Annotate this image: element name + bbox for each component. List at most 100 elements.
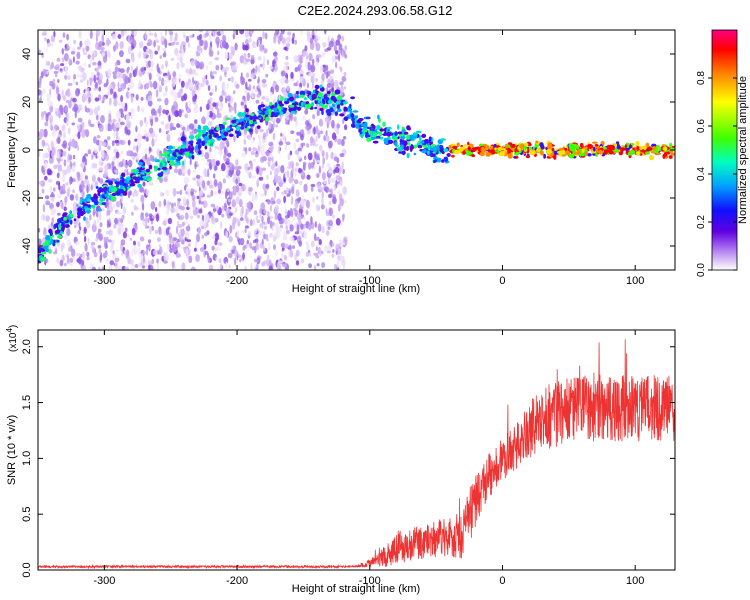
noise-cell [273,232,279,238]
noise-cell [232,90,236,95]
noise-cell [106,136,111,141]
noise-cell [57,93,61,102]
noise-cell [123,169,127,174]
noise-cell [323,245,328,253]
noise-cell [169,243,172,249]
track-cell [394,141,398,147]
track-cell [69,210,73,215]
noise-cell [89,30,93,39]
noise-cell [326,83,332,88]
noise-cell [275,226,280,233]
noise-cell [243,134,248,139]
noise-cell [138,262,144,267]
noise-cell [127,139,131,146]
track-cell [184,148,190,152]
noise-cell [114,257,120,262]
noise-cell [62,183,66,193]
noise-cell [113,224,117,229]
track-cell [670,152,675,156]
noise-cell [238,188,243,195]
noise-cell [209,97,213,103]
noise-cell [339,197,344,207]
noise-cell [237,165,242,170]
track-cell [663,152,668,157]
noise-cell [134,264,139,268]
noise-cell [117,101,122,107]
noise-cell [294,209,298,217]
track-cell [358,124,362,128]
noise-cell [86,91,92,100]
track-cell [397,131,403,135]
noise-cell [154,32,158,38]
noise-cell [239,55,244,64]
track-cell [159,162,163,167]
noise-cell [133,206,139,211]
noise-cell [292,32,295,39]
noise-cell [128,34,131,43]
noise-cell [295,120,298,127]
noise-cell [295,249,300,257]
track-cell [584,151,588,157]
noise-cell [113,98,118,107]
noise-cell [272,120,275,129]
track-cell [669,142,673,148]
noise-cell [231,249,235,254]
noise-cell [190,188,195,193]
noise-cell [44,37,47,41]
noise-cell [310,64,316,73]
track-cell [131,169,137,172]
noise-cell [338,204,341,212]
track-cell [93,200,99,206]
y-tick-label: 1.0 [21,451,33,466]
noise-cell [132,145,138,151]
track-cell [54,229,61,234]
noise-cell [133,240,136,246]
noise-cell [88,97,91,103]
noise-cell [126,168,129,176]
track-cell [463,144,468,147]
noise-cell [321,172,326,181]
noise-cell [200,47,203,53]
noise-cell [179,56,183,64]
noise-cell [280,70,286,77]
noise-cell [289,250,294,258]
noise-cell [112,119,117,123]
noise-cell [256,179,260,188]
noise-cell [103,83,108,88]
noise-cell [117,221,123,229]
track-cell [61,223,65,227]
noise-cell [274,62,278,72]
noise-cell [299,54,303,62]
noise-cell [184,185,187,191]
noise-cell [248,186,253,192]
noise-cell [194,119,198,124]
noise-cell [331,253,335,258]
noise-cell [283,177,286,183]
track-cell [189,148,194,152]
noise-cell [303,51,308,56]
noise-cell [127,159,133,168]
noise-cell [185,81,189,90]
noise-cell [213,173,216,179]
noise-cell [116,59,121,66]
noise-cell [139,253,144,261]
noise-cell [149,226,152,235]
noise-cell [126,150,132,157]
noise-cell [48,185,53,194]
track-cell [221,138,226,141]
noise-cell [51,42,54,47]
noise-cell [271,225,274,231]
track-cell [99,201,103,206]
noise-cell [162,91,168,97]
track-cell [344,107,348,112]
noise-cell [44,195,50,200]
noise-cell [201,180,206,189]
noise-cell [166,208,170,216]
noise-cell [285,65,288,71]
track-cell [159,160,164,164]
noise-cell [119,121,125,126]
track-cell [587,153,592,157]
noise-cell [189,123,194,130]
noise-cell [303,183,308,193]
noise-cell [108,218,111,224]
